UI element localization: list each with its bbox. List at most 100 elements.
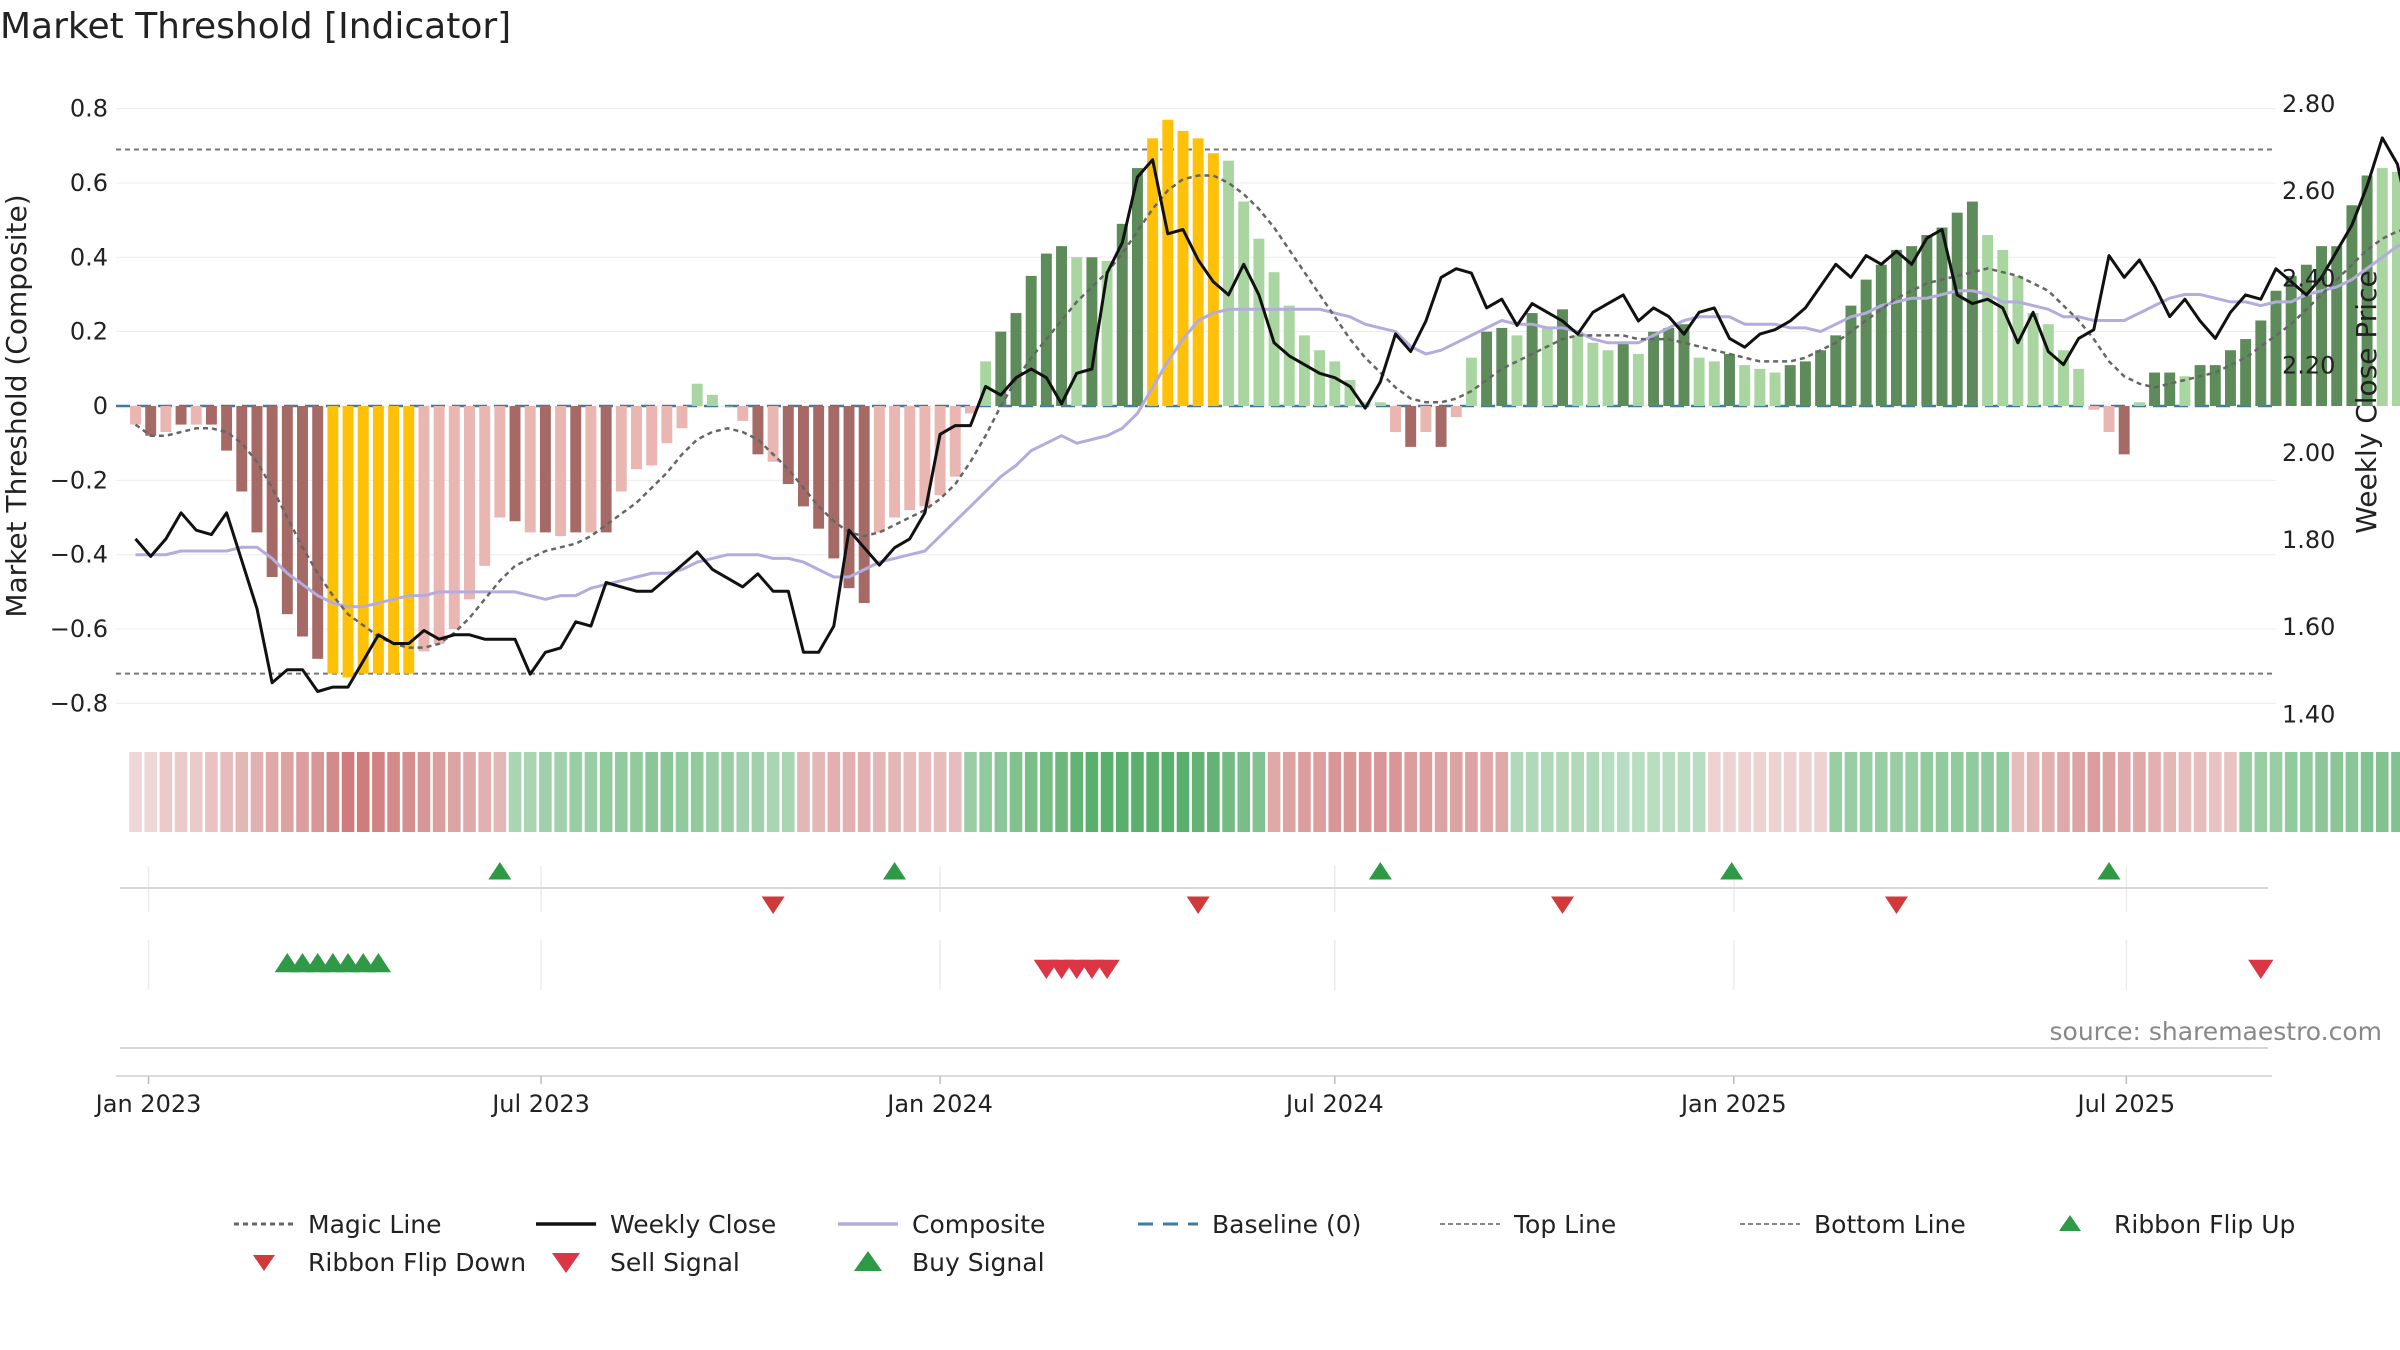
composite-bar	[2058, 350, 2069, 406]
ribbon-cell	[615, 752, 628, 832]
sell-signal-marker	[1094, 959, 1120, 979]
ribbon-flip-down-marker	[1884, 896, 1908, 914]
y-right-tick-label: 1.40	[2282, 700, 2335, 728]
ribbon-cell	[1783, 752, 1797, 832]
ribbon-cell	[220, 752, 233, 832]
legend-label: Bottom Line	[1814, 1210, 1966, 1239]
composite-bar	[1177, 130, 1189, 407]
composite-bar	[1587, 342, 1599, 406]
ribbon-cell	[205, 752, 218, 832]
composite-bar	[1131, 168, 1143, 406]
composite-bar	[2027, 313, 2039, 406]
composite-bar	[130, 406, 141, 425]
ribbon-cell	[1920, 752, 1934, 832]
y-left-axis-title: Market Threshold (Composite)	[0, 194, 33, 617]
x-tick-label: Jan 2025	[1679, 1090, 1787, 1118]
ribbon-cell	[1267, 752, 1281, 832]
ribbon-cell	[827, 752, 841, 832]
composite-bar	[858, 406, 870, 604]
ribbon-cell	[721, 752, 734, 832]
ribbon-cell	[933, 752, 947, 832]
ribbon-cell	[903, 752, 917, 832]
ribbon-cell	[797, 752, 810, 832]
composite-bar	[934, 406, 946, 496]
composite-bar	[236, 406, 248, 492]
composite-bar	[357, 406, 369, 674]
magic-line	[134, 174, 2400, 649]
composite-bar	[615, 406, 627, 492]
legend-item: Ribbon Flip Down	[253, 1248, 526, 1277]
composite-bar	[873, 406, 885, 533]
y-right-tick-label: 1.80	[2282, 526, 2335, 554]
ribbon-cell	[2193, 752, 2207, 832]
ribbon-cell	[1374, 752, 1387, 832]
composite-bar	[1875, 264, 1887, 406]
ribbon-cell	[918, 752, 932, 832]
ribbon-cell	[1404, 752, 1417, 832]
y-left-tick-label: −0.6	[50, 615, 108, 643]
composite-bar	[1724, 353, 1735, 406]
ribbon-cell	[2300, 752, 2313, 832]
legend-item: Bottom Line	[1740, 1210, 1966, 1239]
composite-bar	[2285, 275, 2297, 406]
composite-bar	[1435, 406, 1447, 447]
ribbon-cell	[1768, 752, 1782, 832]
ribbon-cell	[1601, 752, 1615, 832]
composite-bar	[1526, 313, 1538, 406]
composite-bar	[1162, 119, 1174, 406]
ribbon-cell	[2254, 752, 2268, 832]
ribbon-cell	[2178, 752, 2192, 832]
ribbon-cell	[1085, 752, 1099, 832]
composite-bar	[2270, 290, 2282, 406]
ribbon-cell	[964, 752, 977, 832]
weekly-close-line	[134, 136, 2400, 693]
y-left-tick-label: −0.2	[50, 466, 108, 494]
composite-bar	[1253, 238, 1265, 406]
ribbon-cell	[948, 752, 962, 832]
composite-bar	[1891, 249, 1902, 406]
ribbon-cell	[1753, 752, 1767, 832]
ribbon-cell	[2133, 752, 2146, 832]
ribbon-cell	[1389, 752, 1402, 832]
sell-signal-marker	[2248, 959, 2274, 979]
ribbon-cell	[1161, 752, 1175, 832]
composite-bar	[1390, 406, 1401, 433]
ribbon-cell	[2011, 752, 2025, 832]
ribbon-cell	[265, 752, 279, 832]
ribbon-flip-down-marker	[761, 896, 785, 914]
ribbon-cell	[1829, 752, 1843, 832]
y-left-tick-label: 0.8	[70, 95, 108, 123]
composite-bar	[2346, 205, 2358, 406]
ribbon-cell	[1131, 752, 1144, 832]
composite-bar	[889, 406, 901, 518]
ribbon-cell	[1966, 752, 1979, 832]
legend-item: Buy Signal	[854, 1248, 1045, 1277]
legend-label: Sell Signal	[610, 1248, 740, 1277]
ribbon-flip-up-marker	[2097, 862, 2121, 880]
ribbon-cell	[1070, 752, 1084, 832]
ribbon-cell	[1480, 752, 1493, 832]
ribbon-cell	[1055, 752, 1068, 832]
composite-bar	[949, 406, 961, 477]
composite-bar	[1648, 331, 1660, 406]
composite-bar	[1056, 246, 1068, 406]
composite-bar	[1344, 379, 1356, 406]
ribbon-cell	[2163, 752, 2177, 832]
composite-bar	[1116, 223, 1128, 406]
ribbon-cell	[751, 752, 765, 832]
composite-bar	[327, 406, 339, 674]
ribbon-flip-down-marker	[1551, 896, 1575, 914]
ribbon-cell	[1434, 752, 1448, 832]
source-note: source: sharemaestro.com	[2050, 1017, 2383, 1046]
composite-bar	[1420, 406, 1432, 433]
composite-bar	[1359, 402, 1371, 406]
composite-bar	[494, 406, 506, 518]
composite-bar	[281, 406, 293, 615]
ribbon-cell	[1844, 752, 1858, 832]
ribbon-cell	[129, 752, 142, 832]
composite-bar	[2194, 365, 2206, 406]
ribbon-cell	[690, 752, 704, 832]
composite-bar	[2361, 175, 2373, 406]
composite-bar	[1405, 406, 1417, 447]
x-tick-label: Jan 2023	[94, 1090, 202, 1118]
